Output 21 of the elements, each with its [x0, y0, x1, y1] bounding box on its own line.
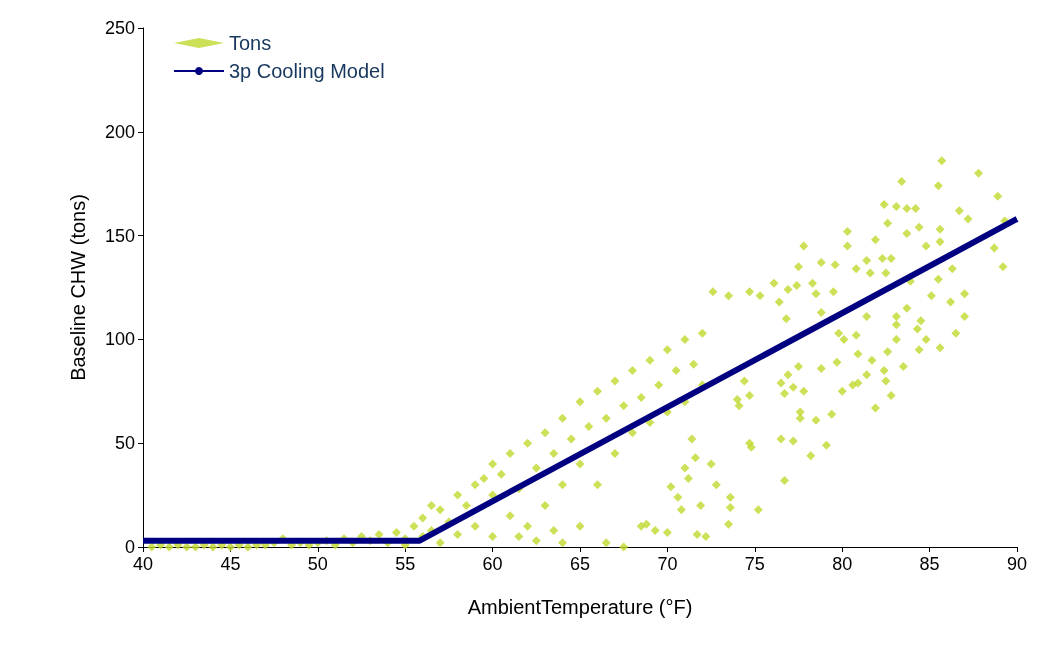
- x-tick-label: 65: [569, 554, 591, 574]
- legend-label: Tons: [229, 32, 272, 54]
- x-tick-label: 85: [919, 554, 940, 574]
- x-tick-label: 90: [1006, 554, 1028, 574]
- y-tick-label: 150: [104, 225, 135, 246]
- y-tick-label: 100: [104, 329, 135, 350]
- x-tick-label: 50: [307, 554, 328, 574]
- x-tick-label: 70: [657, 554, 678, 574]
- x-tick-label: 75: [744, 554, 765, 574]
- x-tick-label: 60: [482, 554, 503, 574]
- x-tick-label: 40: [132, 554, 154, 574]
- x-tick-label: 45: [220, 554, 241, 574]
- y-tick-label: 50: [114, 433, 135, 454]
- y-axis-title: Baseline CHW (tons): [67, 194, 89, 381]
- y-tick-label: 0: [124, 537, 135, 557]
- x-tick-label: 80: [832, 554, 853, 574]
- y-tick-label: 250: [104, 18, 135, 38]
- legend-label: 3p Cooling Model: [229, 60, 385, 82]
- x-tick-label: 55: [395, 554, 416, 574]
- x-axis-title: AmbientTemperature (°F): [467, 596, 693, 618]
- y-tick-label: 200: [104, 121, 135, 142]
